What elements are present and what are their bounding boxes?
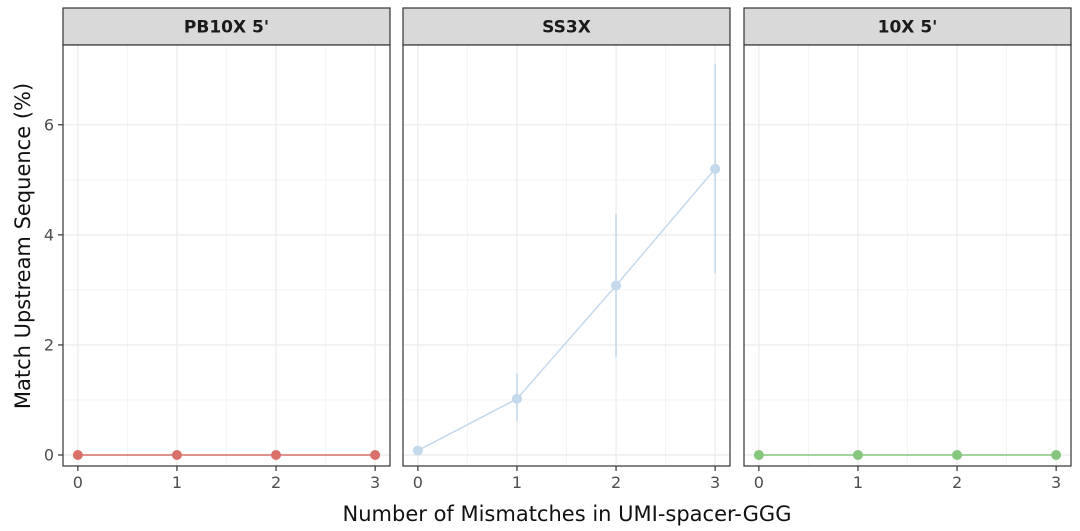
panels-layer: PB10X 5' 0 1 2 3 SS3X 0 1 2 3 10X 5' 0 1 2 3 <box>62 7 1072 492</box>
y-tick-label: 6 <box>44 115 54 134</box>
panel-border <box>62 44 391 467</box>
data-point <box>72 449 83 460</box>
facet-strip <box>743 7 1072 46</box>
x-tick-label: 2 <box>611 473 621 492</box>
x-tick-label: 0 <box>413 473 423 492</box>
y-axis-title: Match Upstream Sequence (%) <box>11 83 35 409</box>
x-axis-title: Number of Mismatches in UMI-spacer-GGG <box>343 502 792 526</box>
data-point <box>1051 449 1062 460</box>
facet-strip <box>402 7 731 46</box>
x-tick-label: 3 <box>370 473 380 492</box>
facet-panel: SS3X 0 1 2 3 <box>402 7 731 492</box>
data-point <box>952 449 963 460</box>
data-point <box>511 393 522 404</box>
x-tick-label: 3 <box>710 473 720 492</box>
x-tick-label: 1 <box>853 473 863 492</box>
y-tick-label: 2 <box>44 335 54 354</box>
data-point <box>753 449 764 460</box>
x-tick-label: 1 <box>172 473 182 492</box>
data-point <box>710 163 721 174</box>
facet-panel: PB10X 5' 0 1 2 3 <box>62 7 391 492</box>
data-point <box>271 449 282 460</box>
facet-strip <box>62 7 391 46</box>
panel-border <box>402 44 731 467</box>
facet-panel: 10X 5' 0 1 2 3 <box>743 7 1072 492</box>
panel-border <box>743 44 1072 467</box>
x-tick-label: 2 <box>271 473 281 492</box>
data-point <box>171 449 182 460</box>
y-axis: 0 2 4 6 <box>44 115 63 464</box>
y-tick-label: 4 <box>44 225 54 244</box>
data-point <box>370 449 381 460</box>
x-tick-label: 0 <box>754 473 764 492</box>
x-tick-label: 3 <box>1051 473 1061 492</box>
y-tick-label: 0 <box>44 445 54 464</box>
facet-strip-label: PB10X 5' <box>184 18 269 38</box>
series-line <box>417 168 716 452</box>
x-tick-label: 2 <box>952 473 962 492</box>
x-tick-label: 0 <box>73 473 83 492</box>
data-point <box>412 445 423 456</box>
facet-strip-label: SS3X <box>542 18 591 38</box>
data-point <box>852 449 863 460</box>
x-tick-label: 1 <box>512 473 522 492</box>
facet-strip-label: 10X 5' <box>878 18 938 38</box>
data-point <box>611 280 622 291</box>
